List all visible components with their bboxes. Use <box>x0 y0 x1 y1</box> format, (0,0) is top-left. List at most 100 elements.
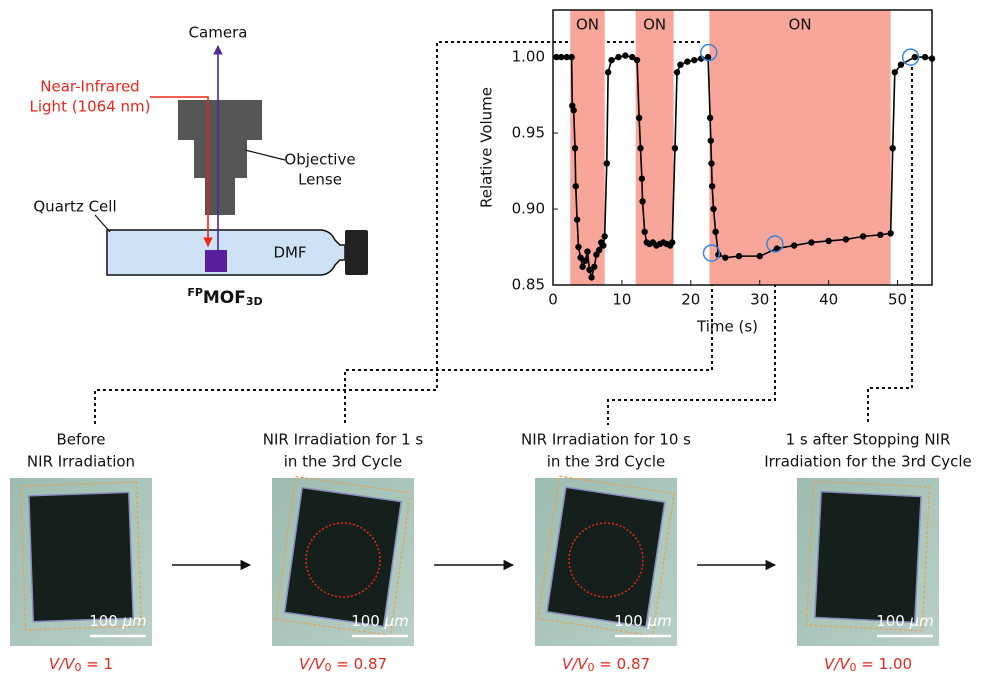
data-point <box>636 115 642 121</box>
schematic: Camera Near-Infrared Light (1064 nm) Obj… <box>30 24 368 309</box>
x-tick-label: 30 <box>750 291 769 309</box>
y-tick-label: 0.90 <box>512 200 545 218</box>
data-point <box>591 264 597 270</box>
caption: NIR Irradiation for 1 s <box>263 431 424 449</box>
region-label: ON <box>643 16 666 34</box>
scale-label: 100 μm <box>876 612 934 630</box>
data-point <box>825 238 831 244</box>
scale-number: 100 <box>614 612 647 630</box>
data-point <box>622 52 628 58</box>
data-point <box>615 54 621 60</box>
mof-crystal <box>205 250 227 272</box>
data-point <box>709 183 715 189</box>
data-point <box>710 206 716 212</box>
ratio-sub: 0 <box>74 661 81 674</box>
data-point <box>708 160 714 166</box>
data-point <box>707 115 713 121</box>
data-point <box>877 232 883 238</box>
crystal <box>29 492 133 621</box>
data-point <box>601 233 607 239</box>
data-point <box>808 239 814 245</box>
crystal <box>285 488 402 627</box>
data-point <box>570 107 576 113</box>
data-point <box>568 54 574 60</box>
data-point <box>691 57 697 63</box>
caption: NIR Irradiation <box>27 453 135 471</box>
region-label: ON <box>789 16 812 34</box>
scale-number: 100 <box>89 612 122 630</box>
caption: in the 3rd Cycle <box>284 453 403 471</box>
x-tick-label: 40 <box>819 291 838 309</box>
scale-label: 100 μm <box>614 612 672 630</box>
data-point <box>708 137 714 143</box>
scale-unit: μm <box>909 612 934 630</box>
ratio-value: = 0.87 <box>595 655 651 673</box>
data-point <box>672 145 678 151</box>
ratio: V/V0 = 1.00 <box>824 655 912 675</box>
ratio-value: = 1 <box>81 655 113 673</box>
figure: Camera Near-Infrared Light (1064 nm) Obj… <box>0 0 992 675</box>
data-point <box>573 183 579 189</box>
objective-lens <box>178 100 262 215</box>
leader <box>95 215 110 232</box>
sup: FP <box>187 286 203 299</box>
panels: BeforeNIR Irradiation100 μmV/V0 = 1NIR I… <box>10 431 972 675</box>
data-point <box>574 216 580 222</box>
data-point <box>669 239 675 245</box>
caption: NIR Irradiation for 10 s <box>521 431 691 449</box>
y-tick-label: 1.00 <box>512 48 545 66</box>
label: Quartz Cell <box>33 198 116 216</box>
crystal <box>547 487 665 627</box>
data-point <box>757 253 763 259</box>
region-label: ON <box>576 16 599 34</box>
ratio-sub: 0 <box>588 661 595 674</box>
data-point <box>579 264 585 270</box>
data-point <box>572 145 578 151</box>
data-point <box>712 229 718 235</box>
ratio: V/V0 = 0.87 <box>299 655 387 675</box>
scale-unit: μm <box>384 612 409 630</box>
label: DMF <box>273 244 306 262</box>
data-point <box>722 254 728 260</box>
x-tick-label: 0 <box>548 291 558 309</box>
data-point <box>791 242 797 248</box>
leader <box>245 150 285 160</box>
data-point <box>860 233 866 239</box>
ratio-var: V/V <box>49 655 76 673</box>
data-point <box>677 61 683 67</box>
data-point <box>674 69 680 75</box>
data-point <box>584 248 590 254</box>
scale-unit: μm <box>122 612 147 630</box>
ratio: V/V0 = 1 <box>49 655 113 675</box>
data-point <box>887 230 893 236</box>
data-point <box>892 69 898 75</box>
label: Lense <box>298 171 342 189</box>
data-point <box>634 57 640 63</box>
ratio-value: = 0.87 <box>332 655 388 673</box>
cap <box>345 230 368 275</box>
data-point <box>890 145 896 151</box>
data-point <box>600 242 606 248</box>
data-point <box>575 244 581 250</box>
x-tick-label: 50 <box>888 291 907 309</box>
scale-label: 100 μm <box>351 612 409 630</box>
x-tick-label: 20 <box>681 291 700 309</box>
y-tick-label: 0.85 <box>512 276 545 294</box>
ratio-sub: 0 <box>850 661 857 674</box>
label: Light (1064 nm) <box>30 98 151 116</box>
data-point <box>684 58 690 64</box>
sub: 3D <box>246 295 263 308</box>
ratio: V/V0 = 0.87 <box>562 655 650 675</box>
ratio-var: V/V <box>299 655 326 673</box>
data-point <box>604 160 610 166</box>
crystal <box>815 492 921 623</box>
ratio-var: V/V <box>824 655 851 673</box>
ratio-value: = 1.00 <box>857 655 913 673</box>
y-axis-title: Relative Volume <box>478 87 496 208</box>
label: Near-Infrared <box>40 78 139 96</box>
data-point <box>736 253 742 259</box>
ratio-sub: 0 <box>325 661 332 674</box>
label: Objective <box>284 151 355 169</box>
caption: 1 s after Stopping NIR <box>786 431 951 449</box>
y-tick-label: 0.95 <box>512 124 545 142</box>
